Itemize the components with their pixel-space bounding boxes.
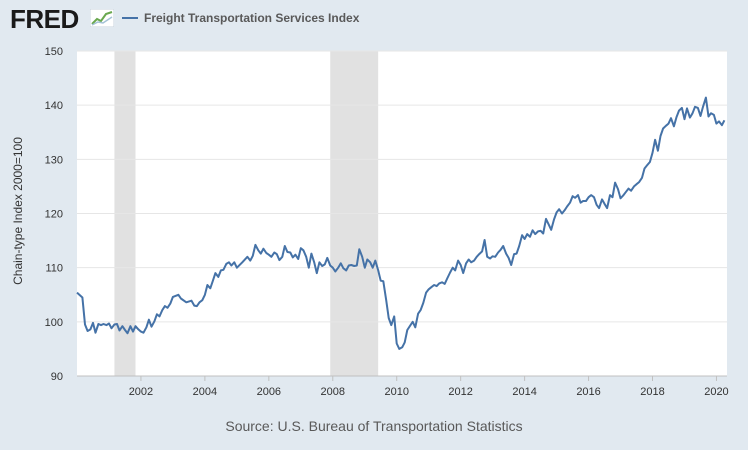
legend-label: Freight Transportation Services Index: [144, 11, 360, 25]
x-tick-label: 2002: [129, 386, 153, 398]
x-tick-label: 2018: [640, 386, 664, 398]
legend-swatch: [122, 17, 138, 19]
x-tick-label: 2020: [704, 386, 728, 398]
x-tick-label: 2012: [448, 386, 472, 398]
y-tick-label: 140: [45, 100, 63, 112]
trend-graph-icon: [90, 9, 114, 27]
x-tick-label: 2008: [321, 386, 345, 398]
y-tick-label: 130: [45, 154, 63, 166]
y-tick-label: 150: [45, 46, 63, 58]
y-tick-label: 90: [51, 371, 63, 383]
x-tick-label: 2010: [384, 386, 408, 398]
y-tick-label: 110: [45, 263, 63, 275]
source-note: Source: U.S. Bureau of Transportation St…: [225, 418, 523, 434]
fred-logo[interactable]: FRED: [10, 4, 79, 34]
chart-legend: Freight Transportation Services Index: [122, 11, 359, 25]
x-tick-label: 2014: [512, 386, 536, 398]
x-tick-label: 2006: [257, 386, 281, 398]
x-tick-label: 2016: [576, 386, 600, 398]
series-line: [76, 96, 726, 350]
x-tick-label: 2004: [193, 386, 217, 398]
y-tick-label: 120: [45, 209, 63, 221]
y-tick-label: 100: [45, 317, 63, 329]
chart-header: FRED Freight Transportation Services Ind…: [0, 0, 748, 40]
